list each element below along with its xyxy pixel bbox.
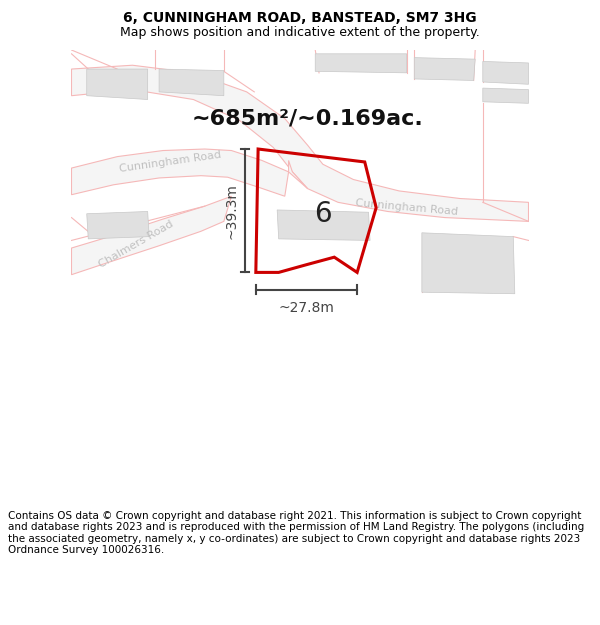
Text: 6: 6 — [314, 200, 332, 228]
Polygon shape — [159, 69, 224, 96]
Polygon shape — [414, 58, 475, 81]
Text: Cunningham Road: Cunningham Road — [355, 198, 458, 217]
Text: 6, CUNNINGHAM ROAD, BANSTEAD, SM7 3HG: 6, CUNNINGHAM ROAD, BANSTEAD, SM7 3HG — [123, 11, 477, 25]
Polygon shape — [87, 69, 148, 99]
Text: ~39.3m: ~39.3m — [224, 182, 238, 239]
Text: Chalmers Road: Chalmers Road — [97, 219, 175, 269]
Polygon shape — [71, 149, 289, 196]
Text: Contains OS data © Crown copyright and database right 2021. This information is : Contains OS data © Crown copyright and d… — [8, 511, 584, 556]
Polygon shape — [87, 211, 149, 239]
Text: ~685m²/~0.169ac.: ~685m²/~0.169ac. — [192, 109, 424, 129]
Polygon shape — [277, 210, 370, 241]
Text: Cunningham Road: Cunningham Road — [119, 150, 222, 174]
Polygon shape — [71, 196, 232, 275]
Polygon shape — [315, 54, 407, 73]
Text: Map shows position and indicative extent of the property.: Map shows position and indicative extent… — [120, 26, 480, 39]
Polygon shape — [289, 161, 308, 189]
Text: ~27.8m: ~27.8m — [278, 301, 334, 314]
Polygon shape — [71, 65, 529, 221]
Polygon shape — [422, 232, 515, 294]
Polygon shape — [483, 61, 529, 84]
Polygon shape — [483, 88, 529, 103]
